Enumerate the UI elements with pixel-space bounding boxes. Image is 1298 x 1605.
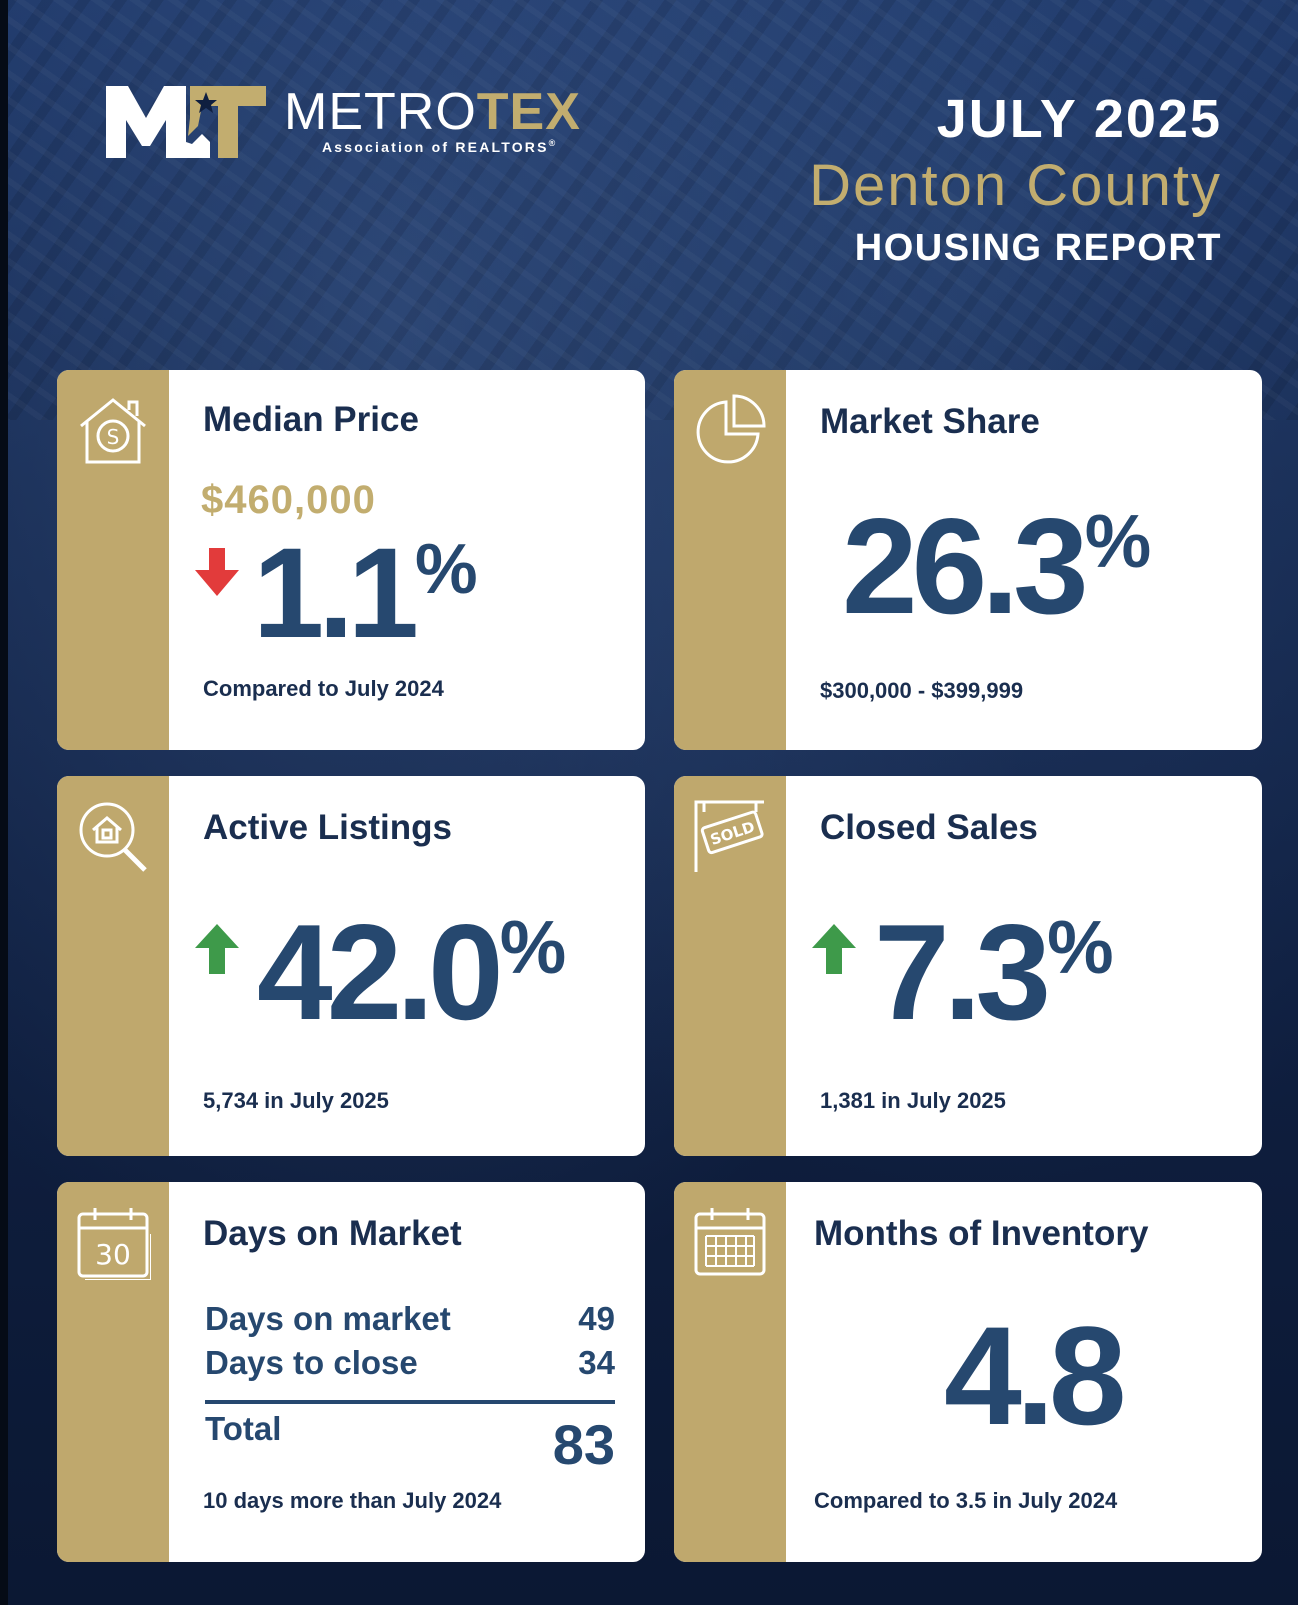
card-note: Compared to 3.5 in July 2024: [814, 1488, 1118, 1513]
dom-row-total: Total 83: [205, 1410, 615, 1476]
total-divider: [205, 1400, 615, 1404]
report-title: HOUSING REPORT: [854, 227, 1222, 269]
price-range-note: $300,000 - $399,999: [820, 678, 1024, 703]
mt-logo-icon: [106, 86, 266, 158]
card-note: 10 days more than July 2024: [203, 1488, 502, 1513]
dom-row-days-on-market: Days on market 49: [205, 1300, 615, 1337]
up-arrow-icon: [812, 924, 856, 974]
up-arrow-icon: [195, 924, 239, 974]
card-note: 5,734 in July 2025: [203, 1088, 389, 1113]
median-price-value: $460,000: [201, 478, 376, 522]
left-edge-shadow: [0, 0, 8, 1605]
active-listings-change: 42.0%: [257, 896, 566, 1048]
market-share-card: Market Share 26.3% $300,000 - $399,999: [674, 370, 1262, 750]
days-on-market-card: 30 Days on Market Days on market 49 Days…: [57, 1182, 645, 1562]
card-title: Closed Sales: [820, 808, 1038, 847]
metrotex-logo: METROTEX Association of REALTORS®: [106, 82, 626, 162]
months-of-inventory-value: 4.8: [944, 1297, 1127, 1454]
calendar-grid-icon: [694, 1208, 766, 1276]
card-title: Median Price: [203, 400, 419, 439]
svg-text:30: 30: [95, 1238, 131, 1271]
report-header: JULY 2025 Denton County HOUSING REPORT: [809, 88, 1222, 272]
card-accent-band: [57, 370, 169, 750]
months-of-inventory-card: Months of Inventory 4.8 Compared to 3.5 …: [674, 1182, 1262, 1562]
closed-sales-card: SOLD Closed Sales 7.3% 1,381 in July 202…: [674, 776, 1262, 1156]
card-accent-band: [57, 776, 169, 1156]
card-accent-band: [674, 776, 786, 1156]
logo-wordmark: METROTEX: [284, 83, 581, 141]
sold-sign-icon: SOLD: [694, 800, 764, 872]
svg-text:SOLD: SOLD: [708, 818, 757, 849]
house-search-icon: [79, 802, 147, 872]
logo-subtitle: Association of REALTORS®: [322, 138, 558, 155]
market-share-value: 26.3%: [842, 490, 1151, 642]
median-price-card: S Median Price $460,000 1.1% Compared to…: [57, 370, 645, 750]
report-period: JULY 2025: [936, 89, 1222, 149]
median-price-change: 1.1%: [253, 522, 478, 665]
aerial-background: [0, 0, 1298, 420]
card-title: Days on Market: [203, 1214, 462, 1253]
card-note: Compared to July 2024: [203, 676, 444, 701]
calendar-30-icon: 30: [77, 1208, 151, 1280]
dom-row-days-to-close: Days to close 34: [205, 1344, 615, 1381]
house-dollar-icon: S: [80, 398, 146, 464]
down-arrow-icon: [195, 548, 239, 596]
card-note: 1,381 in July 2025: [820, 1088, 1006, 1113]
svg-text:S: S: [107, 425, 120, 449]
card-title: Months of Inventory: [814, 1214, 1149, 1253]
closed-sales-change: 7.3%: [874, 896, 1114, 1048]
report-county: Denton County: [809, 153, 1222, 218]
card-title: Market Share: [820, 402, 1040, 441]
pie-chart-icon: [696, 394, 766, 464]
card-title: Active Listings: [203, 808, 452, 847]
active-listings-card: Active Listings 42.0% 5,734 in July 2025: [57, 776, 645, 1156]
